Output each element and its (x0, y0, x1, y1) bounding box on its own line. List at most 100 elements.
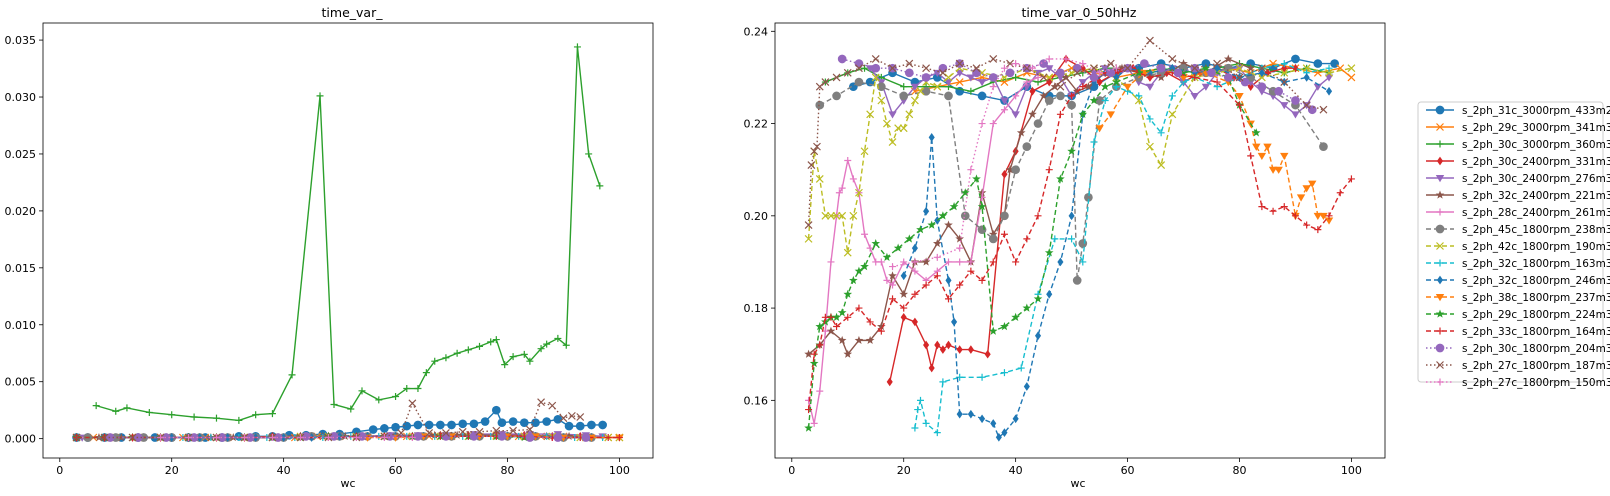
data-point (1281, 63, 1288, 73)
data-point (855, 188, 863, 197)
data-point (1072, 276, 1082, 285)
data-point (854, 77, 864, 87)
legend-label: s_2ph_27c_1800rpm_187m3h (1462, 360, 1610, 372)
data-point (1045, 166, 1053, 174)
data-point (1044, 248, 1054, 257)
data-point (1268, 166, 1278, 174)
data-point (966, 74, 976, 82)
data-point (1313, 59, 1323, 68)
data-point (1028, 109, 1037, 119)
legend-item: s_2ph_32c_2400rpm_221m3h (1426, 190, 1610, 202)
y-tick-label: 0.015 (5, 262, 37, 275)
data-point (157, 434, 165, 442)
legend-label: s_2ph_30c_3000rpm_360m3h (1462, 139, 1610, 151)
chart-title: time_var_0_50hHz (1022, 5, 1137, 20)
data-point (984, 349, 991, 359)
data-point (352, 434, 360, 442)
data-point (1011, 165, 1020, 175)
data-point (413, 432, 423, 441)
data-point (553, 433, 563, 442)
legend-marker (1436, 123, 1444, 131)
data-point (1235, 92, 1244, 101)
data-point (424, 420, 434, 430)
data-point (877, 258, 885, 266)
data-point (1280, 68, 1289, 77)
data-point (105, 433, 115, 442)
data-point (235, 416, 243, 424)
data-point (807, 161, 816, 170)
data-point (1291, 212, 1299, 220)
legend-label: s_2ph_30c_1800rpm_204m3h (1462, 343, 1610, 355)
data-point (988, 73, 998, 82)
data-point (955, 78, 964, 86)
data-point (923, 206, 930, 216)
data-point (1068, 211, 1075, 221)
data-point (615, 434, 623, 442)
series-line (807, 39, 1324, 226)
legend-item: s_2ph_38c_1800rpm_237m3h (1426, 292, 1610, 304)
data-point (967, 87, 975, 95)
data-point (1325, 68, 1333, 77)
data-point (447, 420, 456, 430)
data-point (1207, 68, 1216, 78)
data-point (1012, 414, 1019, 424)
x-tick-label: 40 (1009, 464, 1023, 477)
data-point (945, 340, 952, 350)
data-point (1022, 64, 1031, 73)
data-point (849, 275, 858, 285)
data-point (1090, 64, 1098, 73)
series-s_2ph_30c_3000rpm_360m3h (92, 43, 604, 424)
legend-item: s_2ph_28c_2400rpm_261m3h (1426, 207, 1610, 219)
data-point (413, 420, 423, 430)
data-point (1050, 82, 1060, 91)
data-point (861, 230, 869, 238)
data-point (988, 234, 998, 244)
data-point (1201, 83, 1211, 91)
data-point (1168, 110, 1177, 119)
data-point (508, 417, 518, 426)
data-point (1258, 68, 1265, 78)
x-tick-label: 20 (165, 464, 179, 477)
series-s_2ph_27c_1800rpm_150m3h (889, 55, 1120, 271)
y-tick-label: 0.16 (744, 394, 769, 407)
data-point (877, 327, 885, 335)
data-point (252, 411, 260, 419)
data-point (476, 342, 484, 350)
data-point (917, 396, 925, 404)
data-point (526, 357, 534, 365)
data-point (1028, 64, 1036, 72)
series-s_2ph_27c_1800rpm_150m3h (157, 434, 416, 442)
data-point (442, 354, 450, 362)
data-point (837, 335, 847, 345)
data-point (889, 281, 897, 289)
data-point (1100, 82, 1110, 91)
data-point (821, 317, 830, 326)
legend-marker (1436, 242, 1444, 250)
data-point (854, 266, 864, 275)
data-point (916, 225, 925, 234)
data-point (92, 402, 100, 410)
data-point (1247, 82, 1254, 91)
legend-item: s_2ph_33c_1800rpm_164m3h (1426, 326, 1610, 338)
data-point (1046, 77, 1053, 87)
data-point (268, 434, 276, 442)
data-point (945, 276, 952, 285)
data-point (900, 83, 908, 91)
data-point (358, 387, 366, 395)
data-point (1005, 165, 1015, 174)
data-point (1078, 109, 1088, 119)
data-point (939, 378, 947, 386)
data-point (145, 408, 153, 416)
data-point (425, 429, 434, 437)
data-point (837, 54, 847, 64)
data-point (967, 258, 975, 266)
data-point (1011, 111, 1020, 119)
data-point (988, 326, 998, 335)
y-tick-label: 0.22 (744, 118, 769, 131)
data-point (949, 202, 959, 211)
data-point (380, 434, 388, 442)
data-point (1213, 59, 1222, 68)
data-point (882, 252, 892, 262)
data-point (835, 189, 843, 197)
